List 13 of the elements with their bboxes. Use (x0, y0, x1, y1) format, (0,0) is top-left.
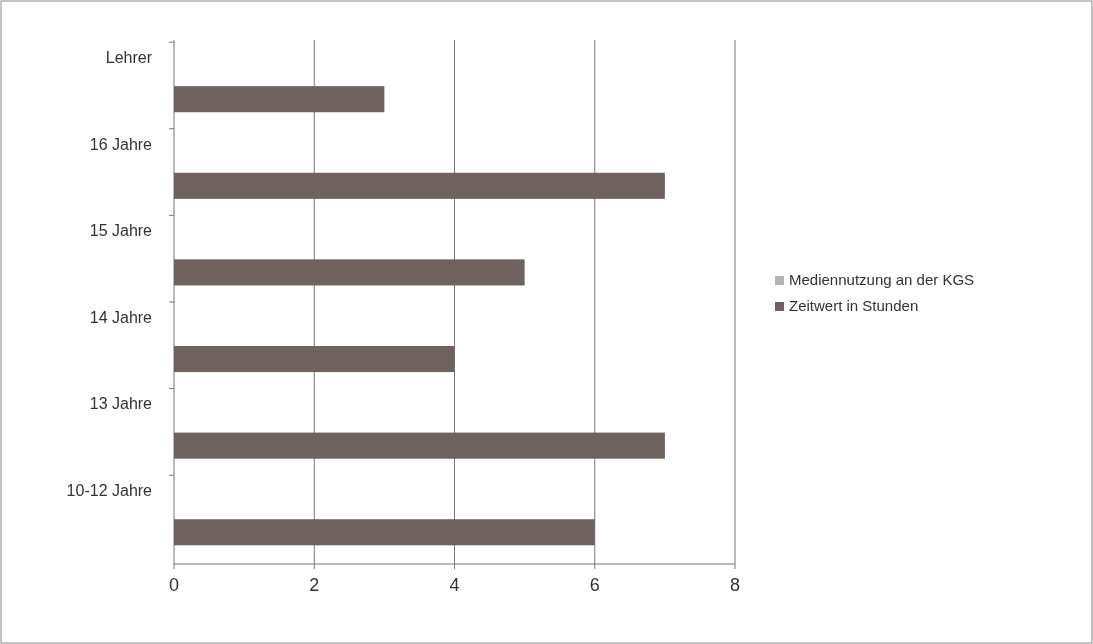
legend-label: Mediennutzung an der KGS (789, 271, 975, 288)
legend-label: Zeitwert in Stunden (789, 297, 919, 314)
x-tick-label: 8 (729, 575, 741, 595)
y-tick-label: 16 Jahre (89, 135, 153, 153)
y-tick-label: 15 Jahre (89, 222, 153, 240)
y-tick-label: 10-12 Jahre (66, 482, 153, 500)
x-tick-label: 4 (449, 575, 460, 595)
y-tick-label: 13 Jahre (89, 395, 153, 413)
y-tick-label: Lehrer (105, 48, 153, 66)
x-tick-label: 0 (168, 575, 180, 595)
x-tick-label: 2 (309, 575, 320, 595)
y-tick-label: 14 Jahre (89, 308, 153, 326)
x-tick-label: 6 (589, 575, 600, 595)
